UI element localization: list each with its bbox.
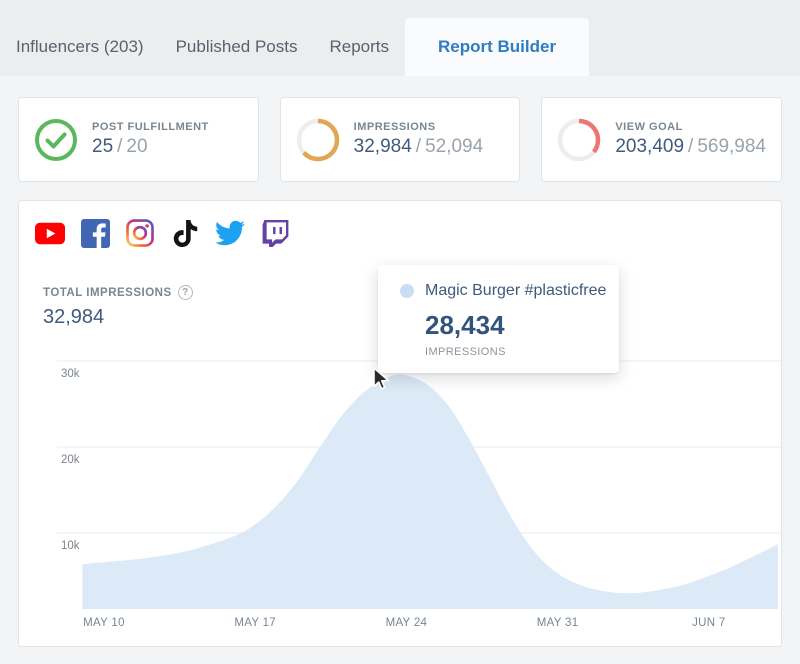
impressions-card: IMPRESSIONS 32,984/52,094 [279, 97, 521, 182]
tiktok-icon[interactable] [170, 218, 200, 248]
tab-reports[interactable]: Reports [329, 37, 390, 56]
twitch-icon[interactable] [260, 218, 290, 248]
stat-value: 32,984/52,094 [353, 136, 484, 157]
tab-bar: Influencers (203) Published Posts Report… [0, 0, 800, 76]
stat-value: 25/20 [92, 136, 148, 157]
view-goal-donut-icon [558, 118, 601, 161]
tab-published-posts[interactable]: Published Posts [175, 37, 298, 56]
stat-label: VIEW GOAL [615, 121, 683, 133]
tooltip-unit-label: IMPRESSIONS [425, 346, 506, 358]
twitter-icon[interactable] [215, 218, 245, 248]
view-goal-card: VIEW GOAL 203,409/569,984 [541, 97, 783, 182]
tooltip-series-name: Magic Burger #plasticfree [425, 282, 607, 299]
svg-text:20k: 20k [61, 454, 80, 466]
stat-label: IMPRESSIONS [353, 121, 436, 133]
facebook-icon[interactable] [80, 218, 110, 248]
total-impressions-metric: TOTAL IMPRESSIONS ? 32,984 [43, 285, 193, 329]
svg-text:MAY 10: MAY 10 [83, 617, 125, 629]
metric-value: 32,984 [43, 306, 105, 328]
series-dot-icon [400, 284, 414, 298]
stat-cards-row: POST FULFILLMENT 25/20 IMPRESSIONS 32,98… [18, 97, 783, 182]
tab-report-builder[interactable]: Report Builder [405, 18, 590, 76]
chart-tooltip: Magic Burger #plasticfree 28,434 IMPRESS… [378, 265, 619, 373]
impressions-donut-icon [296, 118, 339, 161]
impressions-chart-card: TOTAL IMPRESSIONS ? 32,984 10k 20k 30k MAY … [18, 200, 783, 647]
stat-label: POST FULFILLMENT [92, 121, 209, 133]
post-fulfillment-card: POST FULFILLMENT 25/20 [18, 97, 259, 182]
stat-value: 203,409/569,984 [615, 136, 766, 157]
mouse-cursor-icon [373, 367, 389, 390]
svg-text:10k: 10k [61, 540, 80, 552]
youtube-icon[interactable] [35, 218, 65, 248]
svg-text:30k: 30k [61, 368, 80, 380]
svg-text:MAY 31: MAY 31 [537, 617, 579, 629]
help-icon[interactable]: ? [177, 285, 193, 300]
platform-filter-row [35, 217, 290, 249]
tab-influencers[interactable]: Influencers (203) [16, 37, 144, 56]
check-circle-icon [35, 118, 77, 161]
impressions-area-chart[interactable]: 10k 20k 30k MAY 10 MAY 17 MAY 24 MAY 31 JUN 7 [19, 351, 783, 643]
svg-text:JUN 7: JUN 7 [692, 617, 725, 629]
svg-text:MAY 24: MAY 24 [386, 617, 428, 629]
instagram-icon[interactable] [125, 218, 155, 248]
metric-label: TOTAL IMPRESSIONS [43, 286, 172, 299]
tooltip-value: 28,434 [425, 310, 505, 340]
svg-text:MAY 17: MAY 17 [234, 617, 276, 629]
